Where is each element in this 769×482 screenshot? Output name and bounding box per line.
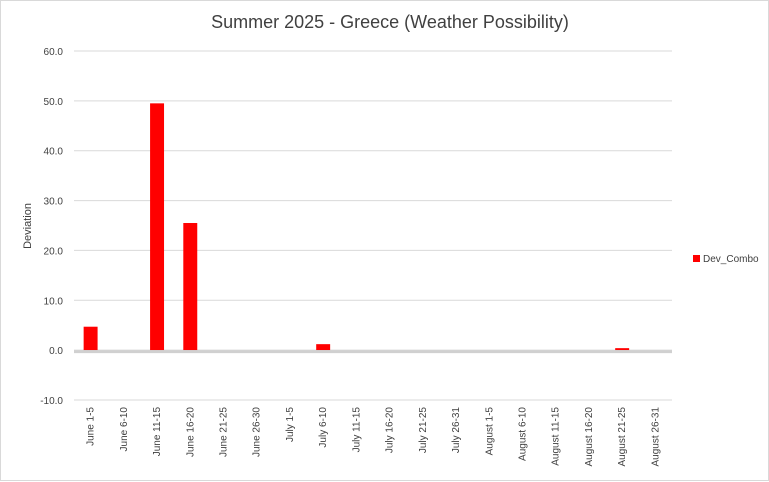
x-tick-label: July 6-10	[318, 407, 329, 448]
x-tick-label: June 16-20	[185, 407, 196, 457]
bar	[316, 344, 331, 351]
y-tick-label: 10.0	[44, 296, 64, 307]
bar	[615, 348, 630, 351]
y-tick-label: 30.0	[44, 197, 64, 208]
x-tick-label: August 6-10	[518, 407, 529, 461]
legend: Dev_Combo	[693, 254, 759, 265]
x-tick-label: July 26-31	[451, 407, 462, 454]
x-tick-label: August 1-5	[484, 407, 495, 456]
y-tick-label: 0.0	[49, 346, 63, 357]
y-tick-label: 20.0	[44, 246, 64, 257]
y-tick-label: -10.0	[40, 396, 63, 407]
x-tick-label: August 21-25	[617, 407, 628, 467]
y-tick-labels: 60.0 50.0 40.0 30.0 20.0 10.0 0.0 -10.0	[40, 47, 63, 407]
legend-label: Dev_Combo	[703, 254, 759, 265]
y-axis-title: Deviation	[22, 203, 34, 249]
x-tick-label: August 11-15	[551, 407, 562, 466]
bars	[83, 103, 630, 351]
x-tick-label: July 16-20	[385, 407, 396, 454]
bar	[183, 223, 198, 351]
legend-swatch	[693, 255, 700, 262]
x-tick-label: June 11-15	[152, 407, 163, 457]
x-tick-label: June 21-25	[219, 407, 230, 457]
y-tick-label: 40.0	[44, 147, 64, 158]
x-tick-label: June 1-5	[86, 407, 97, 446]
x-tick-label: July 1-5	[285, 407, 296, 442]
x-tick-label: August 16-20	[584, 407, 595, 467]
bar	[150, 103, 165, 351]
x-tick-labels: June 1-5 June 6-10 June 11-15 June 16-20 Jun…	[86, 407, 662, 467]
x-tick-label: June 6-10	[119, 407, 130, 452]
chart-title: Summer 2025 - Greece (Weather Possibilit…	[211, 12, 569, 32]
bar	[83, 326, 98, 351]
x-tick-label: July 21-25	[418, 407, 429, 454]
y-tick-label: 50.0	[44, 97, 64, 108]
y-tick-label: 60.0	[44, 47, 64, 58]
x-tick-label: August 26-31	[650, 407, 661, 467]
x-tick-label: July 11-15	[351, 407, 362, 453]
x-tick-label: June 26-30	[252, 407, 263, 457]
